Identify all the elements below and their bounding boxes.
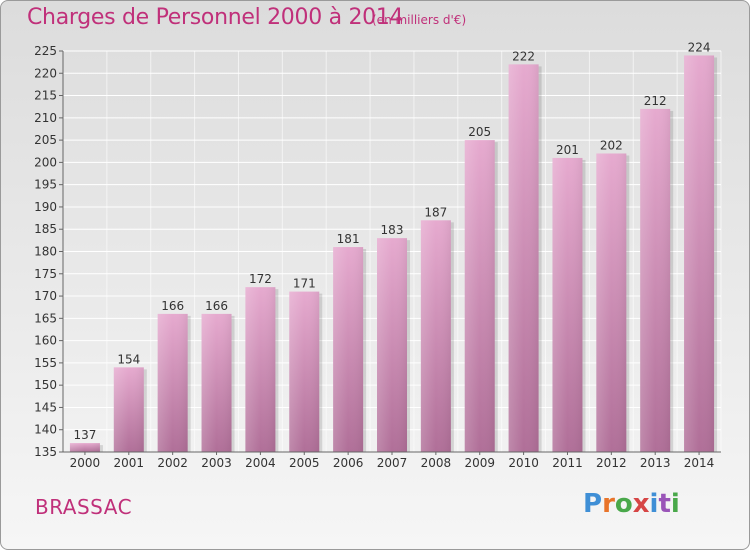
chart-title: Charges de Personnel 2000 à 2014	[27, 5, 404, 30]
axes: 135 140 145 150 155 160 165 170 175 180 185 190 195 2…	[34, 44, 721, 470]
x-tick-label: 2002	[157, 456, 188, 470]
bars: 137 154 166 166 172 171 181 183 187 205 222 201 202 2…	[69, 40, 718, 452]
bar-shine	[245, 287, 276, 452]
x-tick-label: 2005	[289, 456, 320, 470]
y-tick-label: 160	[34, 334, 57, 348]
x-tick-label: 2004	[245, 456, 276, 470]
y-tick-label: 195	[34, 178, 57, 192]
y-tick-label: 210	[34, 111, 57, 125]
data-label: 172	[249, 272, 272, 286]
bar-shine	[113, 367, 144, 452]
data-label: 166	[161, 299, 184, 313]
x-tick-label: 2010	[508, 456, 539, 470]
proxiti-logo: Proxiti	[583, 489, 680, 519]
data-label: 137	[73, 428, 96, 442]
y-tick-label: 145	[34, 400, 57, 414]
data-label: 154	[117, 352, 140, 366]
data-label: 202	[600, 138, 623, 152]
logo-letter: r	[602, 489, 615, 519]
data-label: 224	[688, 40, 711, 54]
x-tick-label: 2014	[684, 456, 715, 470]
data-label: 201	[556, 143, 579, 157]
x-tick-label: 2008	[421, 456, 452, 470]
x-tick-label: 2012	[596, 456, 627, 470]
bar-shine	[640, 108, 671, 452]
data-label: 222	[512, 49, 535, 63]
data-label: 183	[381, 223, 404, 237]
y-tick-label: 180	[34, 245, 57, 259]
y-tick-label: 205	[34, 133, 57, 147]
x-tick-label: 2000	[70, 456, 101, 470]
x-tick-label: 2011	[552, 456, 583, 470]
logo-letter: i	[670, 489, 680, 519]
y-tick-label: 135	[34, 445, 57, 459]
bar-shine	[69, 443, 100, 452]
x-tick-label: 2013	[640, 456, 671, 470]
bar-shine	[420, 220, 451, 452]
bar-shine	[201, 313, 232, 452]
y-tick-label: 215	[34, 89, 57, 103]
chart-subtitle: (en milliers d'€)	[372, 13, 467, 27]
data-label: 187	[424, 205, 447, 219]
x-tick-label: 2007	[377, 456, 408, 470]
bar-shine	[289, 291, 320, 452]
y-tick-label: 170	[34, 289, 57, 303]
logo-letter: P	[583, 489, 603, 519]
y-tick-label: 185	[34, 222, 57, 236]
bar-shine	[552, 157, 583, 452]
logo-letter: o	[614, 489, 633, 519]
y-tick-label: 190	[34, 200, 57, 214]
x-tick-label: 2003	[201, 456, 232, 470]
data-label: 205	[468, 125, 491, 139]
x-tick-label: 2009	[464, 456, 495, 470]
data-label: 171	[293, 277, 316, 291]
x-tick-label: 2001	[114, 456, 145, 470]
y-tick-label: 165	[34, 311, 57, 325]
y-tick-label: 200	[34, 155, 57, 169]
y-tick-label: 140	[34, 423, 57, 437]
bar-shine	[377, 238, 407, 452]
logo-letter: t	[658, 489, 671, 519]
bar-shine	[596, 153, 627, 452]
y-tick-label: 150	[34, 378, 57, 392]
data-label: 181	[337, 232, 360, 246]
bar-shine	[333, 247, 364, 452]
data-label: 212	[644, 94, 667, 108]
bar-shine	[464, 140, 495, 452]
x-tick-label: 2006	[333, 456, 364, 470]
commune-name: BRASSAC	[35, 495, 133, 519]
bar-shine	[684, 55, 715, 452]
y-tick-label: 220	[34, 66, 57, 80]
logo-letter: i	[649, 489, 659, 519]
y-tick-label: 155	[34, 356, 57, 370]
logo-letter: x	[632, 489, 650, 519]
y-tick-label: 175	[34, 267, 57, 281]
data-label: 166	[205, 299, 228, 313]
y-tick-label: 225	[34, 44, 57, 58]
bar-shine	[157, 313, 188, 452]
bar-shine	[508, 64, 539, 452]
